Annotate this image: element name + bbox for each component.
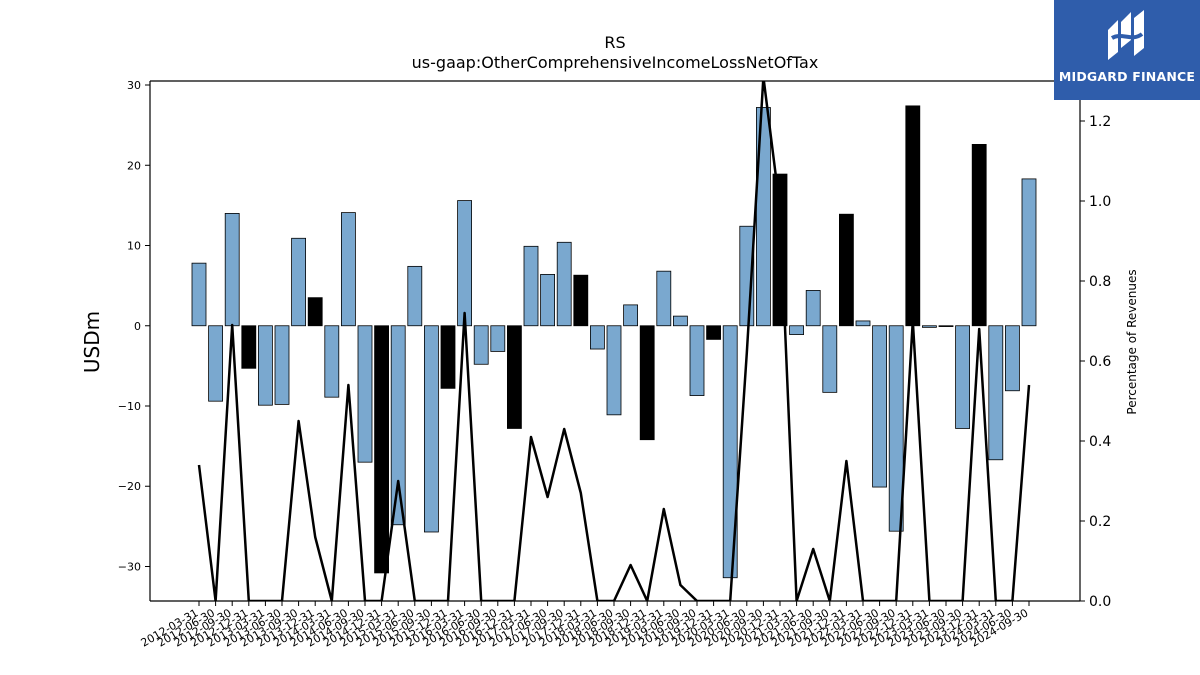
y2-tick-label: 1.2	[1089, 114, 1111, 130]
bar	[257, 325, 273, 406]
chart-subtitle: us-gaap:OtherComprehensiveIncomeLossNetO…	[412, 53, 819, 72]
bar	[340, 212, 356, 327]
bar	[590, 325, 605, 350]
bar	[606, 325, 622, 416]
bar	[440, 325, 456, 389]
logo-text: MIDGARD FINANCE	[1058, 69, 1196, 84]
bar	[224, 213, 240, 327]
bar	[357, 325, 373, 463]
bar	[1021, 178, 1037, 327]
bar	[374, 325, 390, 574]
bar	[955, 325, 970, 429]
y2-axis-label: Percentage of Revenues	[1125, 269, 1139, 414]
y-tick-label: 0	[134, 320, 141, 333]
y2-tick-label: 0.8	[1089, 274, 1111, 290]
axes-layer: −30−20−1001020300.00.20.40.60.81.01.2201…	[118, 79, 1112, 650]
bar	[888, 325, 904, 532]
bar	[805, 290, 821, 327]
bar	[241, 325, 257, 369]
bar	[506, 325, 522, 429]
bar	[673, 315, 688, 327]
bar	[556, 241, 572, 327]
bar	[407, 265, 423, 327]
bar	[971, 143, 987, 327]
bar	[905, 105, 921, 327]
bar	[291, 237, 307, 327]
bar	[722, 325, 738, 579]
y-tick-label: −30	[118, 560, 141, 573]
y2-tick-label: 0.4	[1089, 434, 1111, 450]
bar	[1005, 325, 1020, 392]
bar	[872, 325, 887, 488]
bar	[423, 325, 439, 533]
bar	[307, 297, 323, 327]
bar	[540, 273, 555, 327]
bar	[490, 325, 506, 352]
y-tick-label: −20	[118, 480, 141, 493]
logo: MIDGARD FINANCE	[1054, 0, 1200, 100]
bar	[656, 270, 672, 327]
bar	[822, 325, 838, 393]
bar	[706, 325, 721, 340]
bar	[473, 325, 489, 365]
bar	[191, 262, 207, 327]
bar	[457, 200, 473, 327]
y-axis-label: USDm	[80, 311, 104, 373]
revenue-percentage-line	[197, 81, 1031, 601]
bar	[523, 245, 539, 327]
y2-tick-label: 0.2	[1089, 514, 1111, 530]
bar	[324, 325, 340, 398]
bars-layer	[191, 105, 1037, 579]
y2-tick-label: 1.0	[1089, 194, 1111, 210]
bar	[573, 274, 589, 327]
chart-title: RS	[604, 33, 625, 52]
line-layer	[197, 81, 1031, 601]
bar	[208, 325, 224, 402]
y2-tick-label: 0.6	[1089, 354, 1111, 370]
bar	[756, 107, 771, 327]
bar	[855, 320, 871, 327]
bar	[839, 213, 854, 327]
bar	[689, 325, 705, 396]
y-tick-label: 30	[127, 79, 141, 92]
bar	[390, 325, 406, 526]
midgard-logo-icon	[1108, 10, 1144, 60]
bar	[639, 325, 655, 441]
y-tick-label: 10	[127, 240, 141, 253]
y-tick-label: 20	[127, 159, 141, 172]
y-tick-label: −10	[118, 400, 141, 413]
bar	[274, 325, 290, 405]
y2-tick-label: 0.0	[1089, 594, 1111, 610]
bar	[988, 325, 1004, 461]
bar	[922, 325, 937, 328]
bar	[623, 304, 638, 327]
bar	[938, 325, 954, 327]
bar	[789, 325, 804, 335]
